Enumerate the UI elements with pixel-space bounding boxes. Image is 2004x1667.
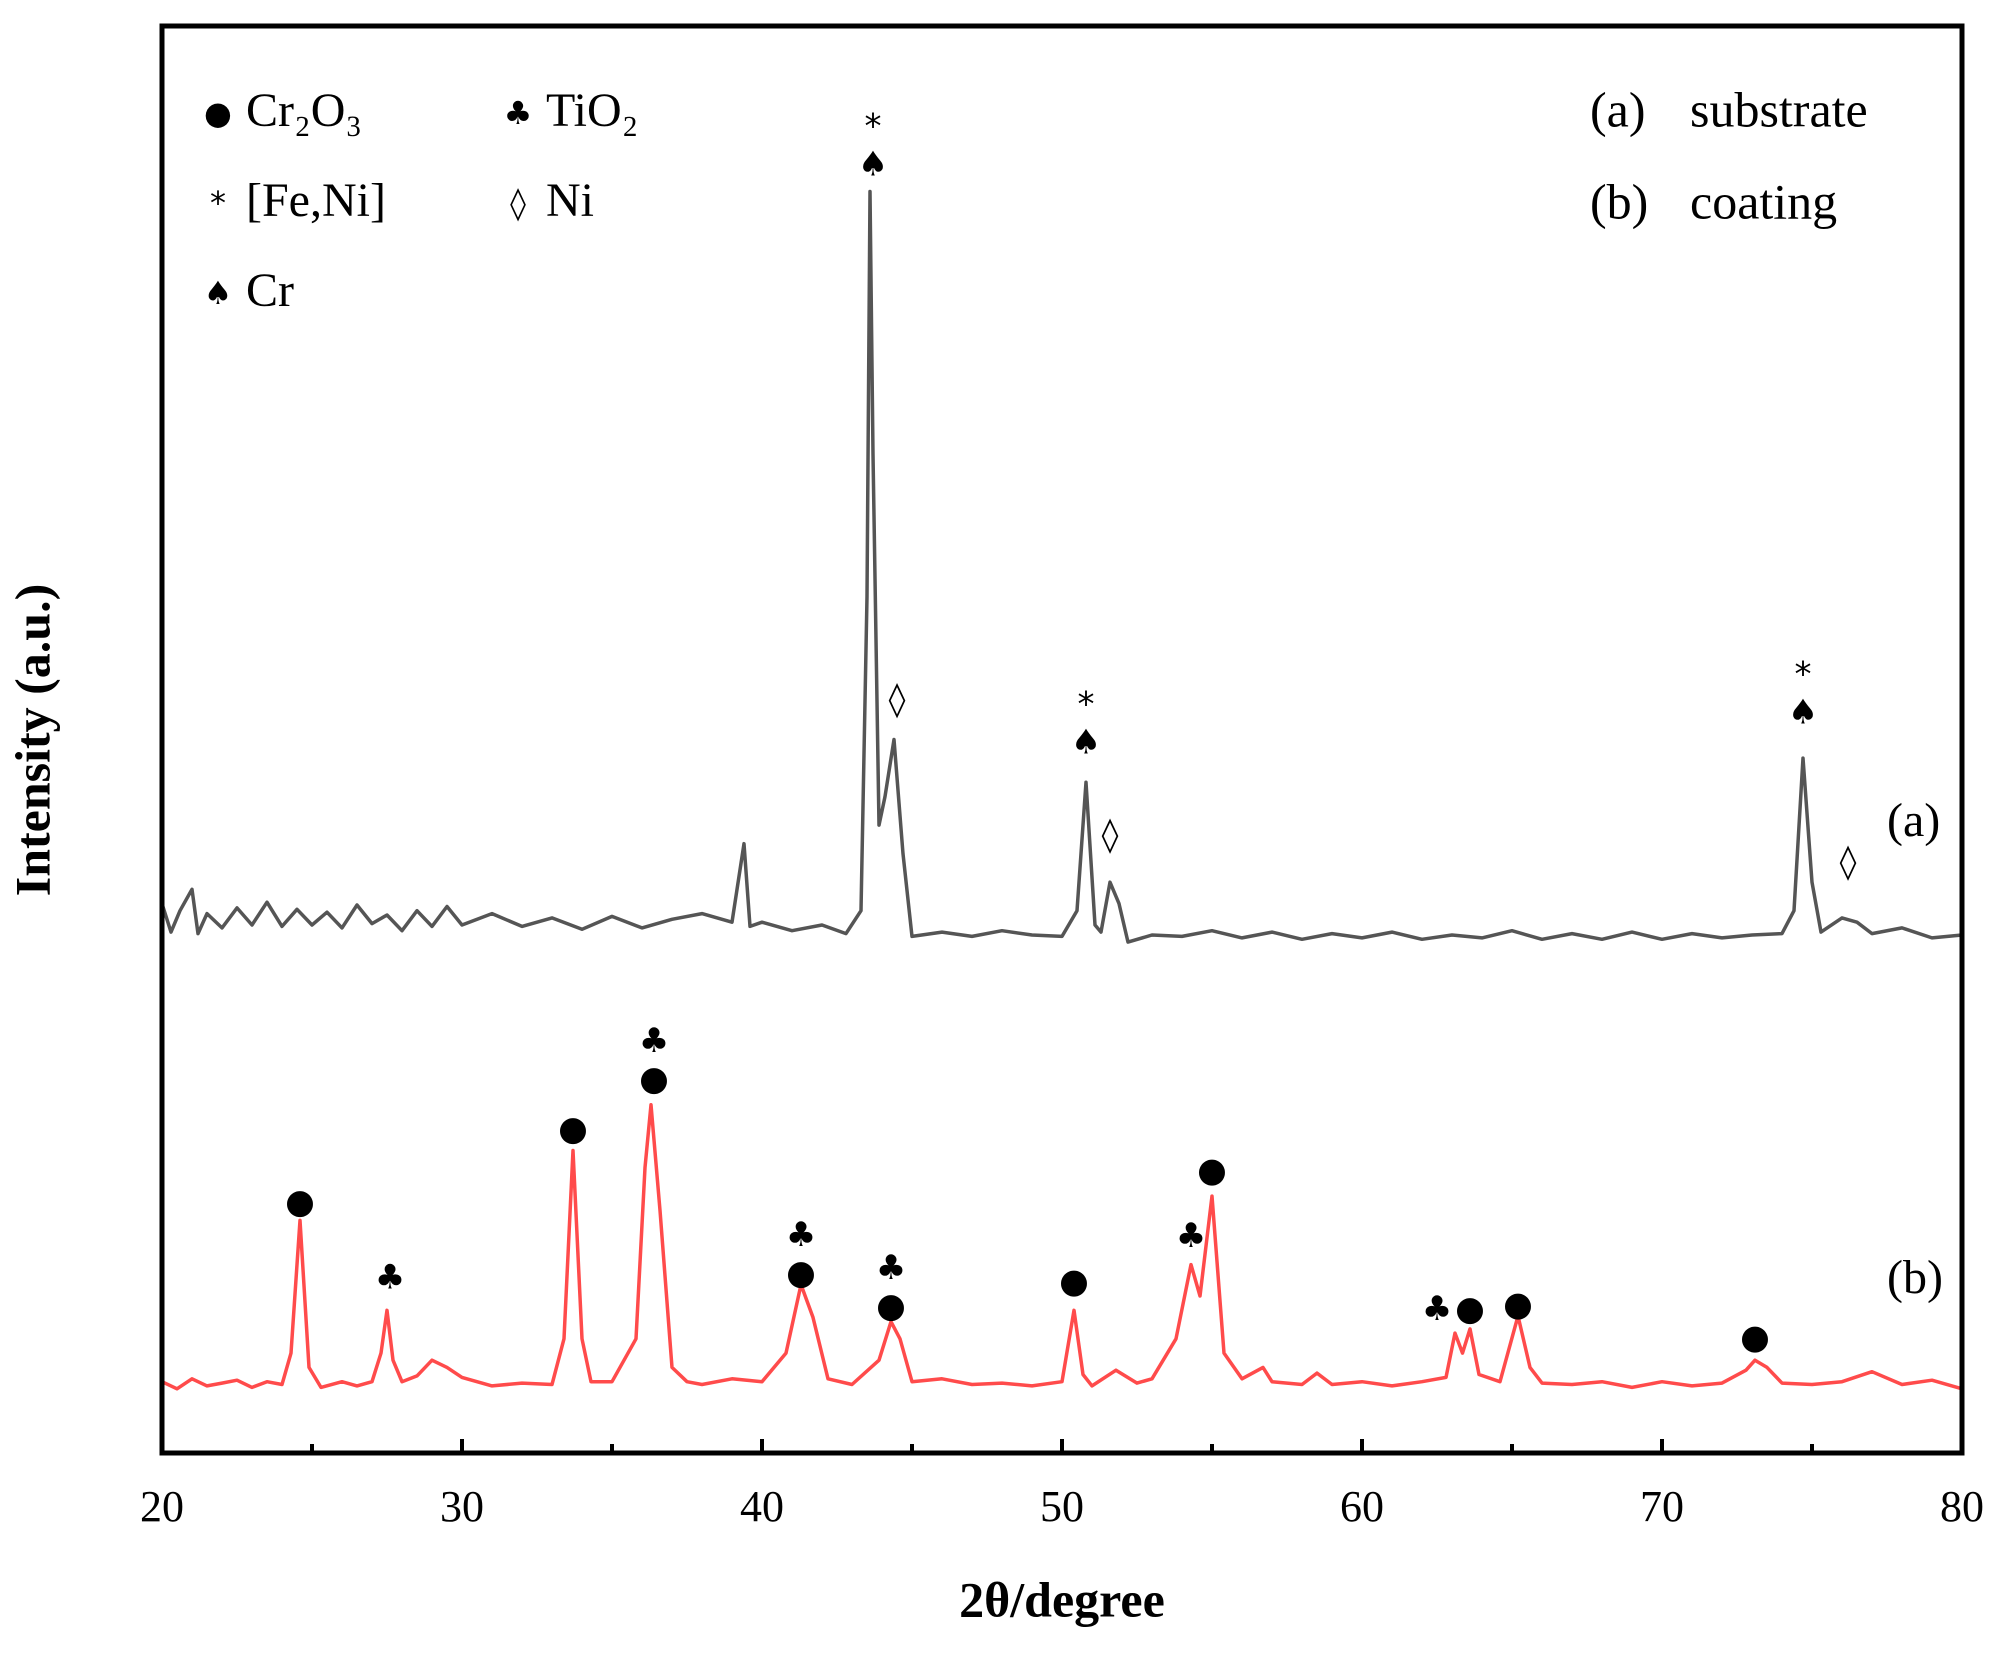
x-tick-label: 50	[1040, 1482, 1084, 1531]
peak-marker: ●	[1455, 1289, 1485, 1329]
peak-marker: ●	[1503, 1285, 1533, 1325]
legend-label: TiO₂	[546, 84, 638, 137]
legend-label: Cr₂O₃	[246, 84, 362, 137]
legend-symbol: ♠	[204, 274, 233, 312]
peak-marker: ♣	[1422, 1289, 1452, 1329]
peak-marker: ●	[558, 1109, 588, 1149]
series-label: (b)	[1887, 1251, 1943, 1304]
peak-marker: ●	[1740, 1317, 1770, 1357]
legend-label: Cr	[246, 264, 294, 317]
legend-symbol: ♣	[504, 94, 533, 132]
peak-marker: ◊	[1102, 815, 1119, 855]
x-tick-label: 60	[1340, 1482, 1384, 1531]
legend-symbol: *	[210, 184, 226, 222]
data-line	[161, 1103, 1963, 1391]
peak-marker: ●	[786, 1253, 816, 1293]
peak-marker: ●	[1197, 1150, 1227, 1190]
legend-description: coating	[1690, 173, 1837, 229]
legend-name: (b)	[1590, 173, 1648, 229]
x-tick-label: 30	[440, 1482, 484, 1531]
peak-marker: *	[865, 106, 882, 146]
peak-marker: *	[1795, 654, 1812, 694]
series-label: (a)	[1887, 794, 1940, 847]
peak-marker: ♣	[786, 1215, 816, 1255]
legend-label: [Fe,Ni]	[246, 174, 386, 227]
legend-description: substrate	[1690, 81, 1868, 137]
plot-frame	[159, 23, 1965, 1456]
legend-label: Ni	[546, 174, 594, 227]
legend-symbol: ●	[204, 94, 232, 132]
legend-name: (a)	[1590, 81, 1646, 137]
peak-marker: ●	[639, 1059, 669, 1099]
x-axis-label: 2θ/degree	[959, 1571, 1165, 1627]
data-line	[160, 189, 1963, 944]
peak-marker: *	[1078, 684, 1095, 724]
peak-marker: ●	[1059, 1262, 1089, 1302]
peak-marker: ♠	[1788, 692, 1818, 732]
x-tick-label: 70	[1640, 1482, 1684, 1531]
x-tick-label: 80	[1940, 1482, 1984, 1531]
peak-marker: ♠	[1071, 722, 1101, 762]
peak-marker: ♣	[1176, 1216, 1206, 1256]
x-tick-label: 40	[740, 1482, 784, 1531]
x-tick-label: 20	[140, 1482, 184, 1531]
peak-marker: ♣	[876, 1248, 906, 1288]
legend-symbol: ◊	[510, 184, 526, 222]
peak-marker: ◊	[889, 679, 906, 719]
y-axis-label: Intensity (a.u.)	[4, 584, 60, 897]
peak-marker: ♠	[858, 144, 888, 184]
peak-marker: ●	[285, 1182, 315, 1222]
peak-marker: ◊	[1840, 842, 1857, 882]
peak-marker: ♣	[639, 1021, 669, 1061]
peak-marker: ♣	[375, 1257, 405, 1297]
peak-marker: ●	[876, 1286, 906, 1326]
